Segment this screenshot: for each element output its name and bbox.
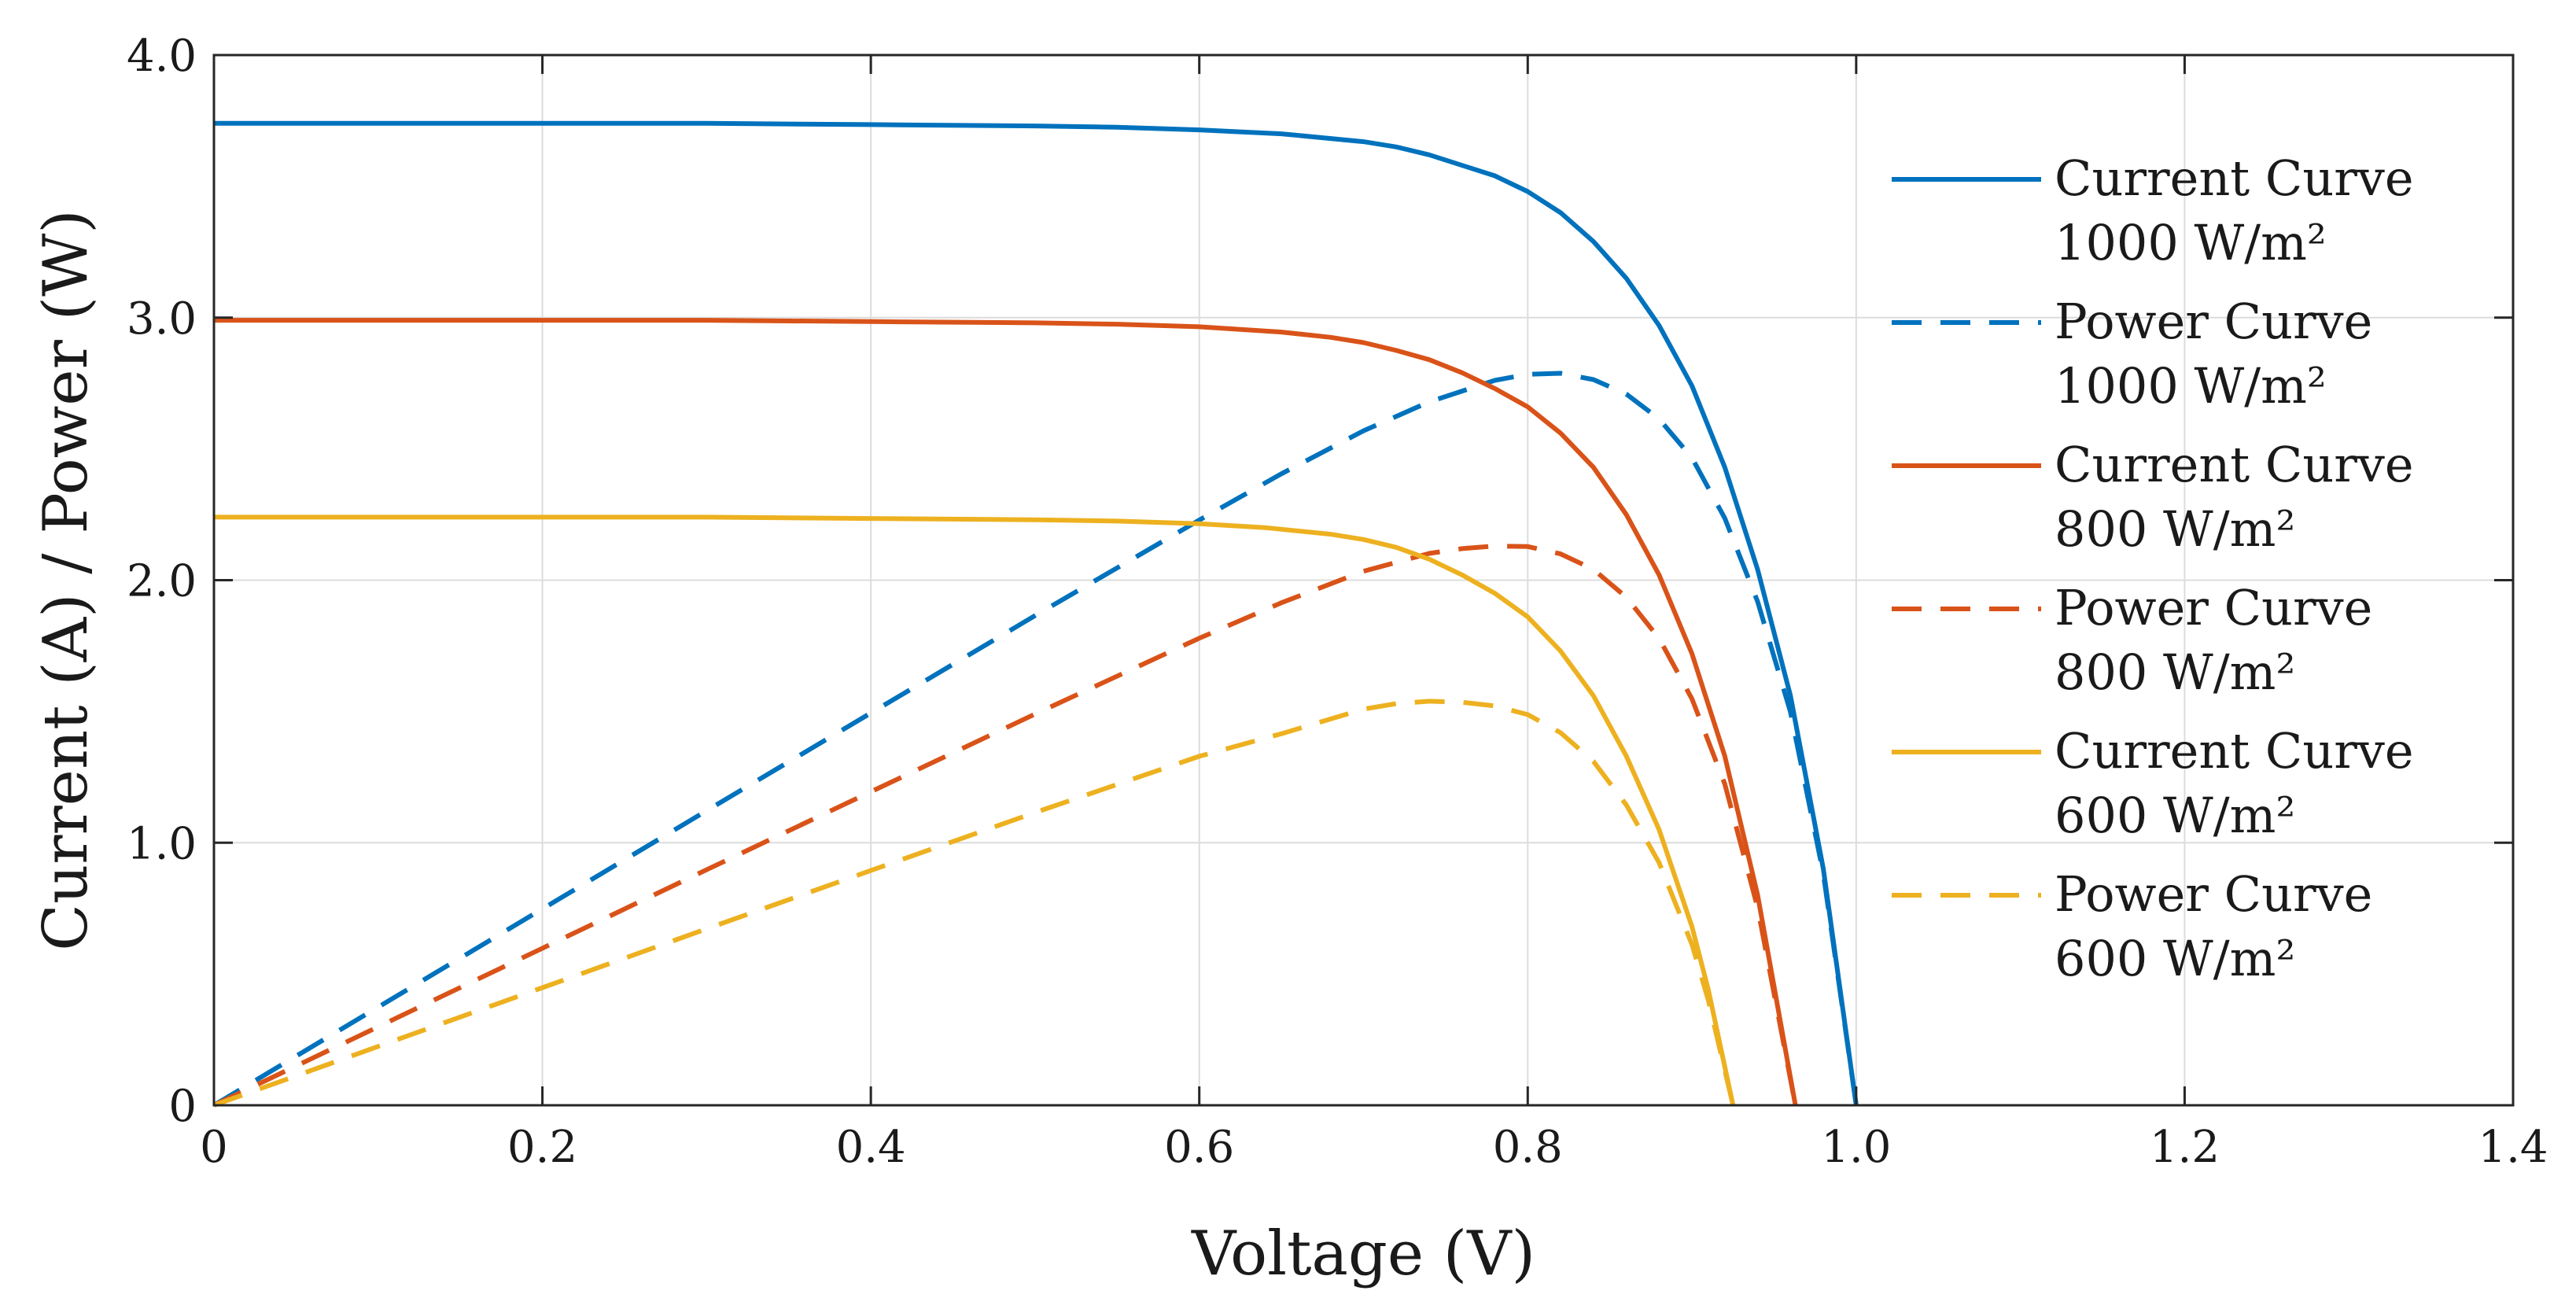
legend-label: Power Curve	[2055, 865, 2372, 923]
legend-label-irradiance: 800 W/m²	[2055, 643, 2295, 701]
series-line-1	[214, 120, 1859, 1106]
x-tick-label: 1.4	[2478, 1122, 2548, 1173]
x-tick-label: 0.4	[836, 1122, 906, 1173]
legend-label-irradiance: 800 W/m²	[2055, 500, 2295, 558]
x-tick-label: 1.0	[1821, 1122, 1891, 1173]
series-layer	[212, 120, 1859, 1108]
legend-label-irradiance: 600 W/m²	[2055, 930, 2295, 987]
series-line-2	[212, 371, 1859, 1108]
series-line-5	[214, 514, 1736, 1106]
y-tick-label: 4.0	[127, 31, 197, 82]
legend-label: Power Curve	[2055, 293, 2372, 350]
x-tick-label: 0.6	[1164, 1122, 1234, 1173]
legend-label: Current Curve	[2055, 149, 2414, 207]
y-tick-label: 2.0	[127, 556, 197, 607]
x-tick-label: 0.2	[507, 1122, 577, 1173]
series-line-3	[214, 318, 1798, 1106]
y-tick-label: 1.0	[127, 818, 197, 869]
x-tick-label: 1.2	[2150, 1122, 2220, 1173]
legend-label-irradiance: 600 W/m²	[2055, 787, 2295, 844]
legend: Current Curve 1000 W/m² Power Curve 1000 W/…	[1892, 149, 2414, 987]
legend-label-irradiance: 1000 W/m²	[2055, 357, 2327, 415]
x-tick-label: 0	[200, 1122, 228, 1173]
x-axis-label: Voltage (V)	[1191, 1219, 1535, 1289]
legend-label: Current Curve	[2055, 722, 2414, 780]
x-tick-label: 0.8	[1493, 1122, 1563, 1173]
legend-label: Current Curve	[2055, 436, 2414, 493]
y-axis-label: Current (A) / Power (W)	[31, 209, 101, 950]
legend-label: Power Curve	[2055, 579, 2372, 636]
y-tick-label: 0	[168, 1081, 197, 1132]
series-line-4	[212, 544, 1798, 1108]
ticks: 0 0.2 0.4 0.6 0.8 1.0 1.2 1.4 0 1.0 2.0 3.0 4.0	[127, 31, 2548, 1173]
legend-label-irradiance: 1000 W/m²	[2055, 214, 2327, 271]
series-line-6	[212, 699, 1736, 1108]
y-tick-label: 3.0	[127, 293, 197, 345]
